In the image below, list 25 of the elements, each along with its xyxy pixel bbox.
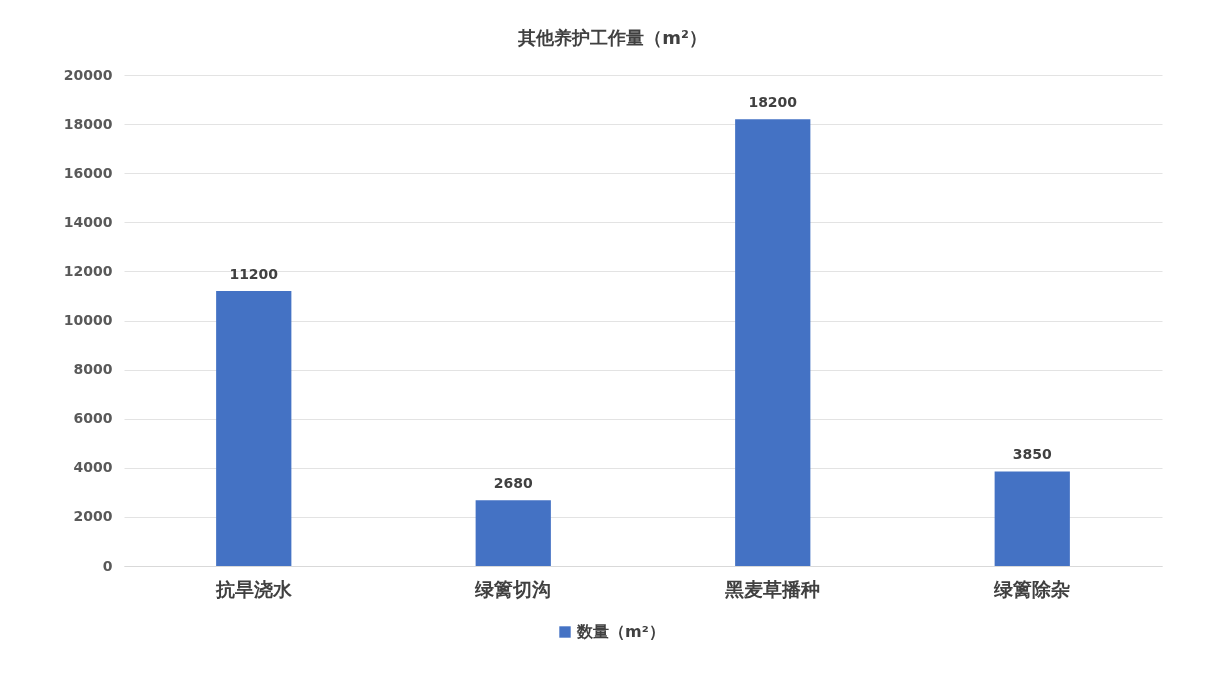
y-tick-label: 14000 — [63, 213, 113, 230]
legend-label: 数量（m²） — [576, 622, 665, 641]
x-tick-label: 黑麦草播种 — [724, 577, 821, 600]
y-tick-label: 10000 — [63, 312, 113, 328]
data-label: 3850 — [1012, 446, 1052, 463]
chart-title: 其他养护工作量（m²） — [517, 27, 707, 48]
y-tick-label: 12000 — [63, 262, 113, 279]
y-tick-label: 20000 — [63, 66, 113, 83]
bar — [216, 291, 292, 566]
y-tick-label: 8000 — [73, 361, 113, 378]
bar — [475, 500, 551, 566]
y-tick-label: 16000 — [63, 164, 113, 181]
x-tick-label: 抗旱浇水 — [214, 577, 293, 600]
y-tick-label: 6000 — [73, 410, 113, 427]
x-tick-label: 绿篱切沟 — [474, 577, 552, 600]
y-tick-label: 4000 — [73, 459, 113, 476]
bar — [994, 471, 1070, 566]
y-tick-label: 2000 — [73, 508, 113, 525]
data-label: 11200 — [229, 266, 279, 283]
data-label: 18200 — [748, 94, 798, 111]
x-tick-label: 绿篱除杂 — [993, 577, 1071, 600]
y-tick-label: 0 — [102, 557, 113, 574]
data-label: 2680 — [493, 475, 533, 492]
bar — [735, 119, 811, 566]
y-tick-label: 18000 — [63, 115, 113, 132]
